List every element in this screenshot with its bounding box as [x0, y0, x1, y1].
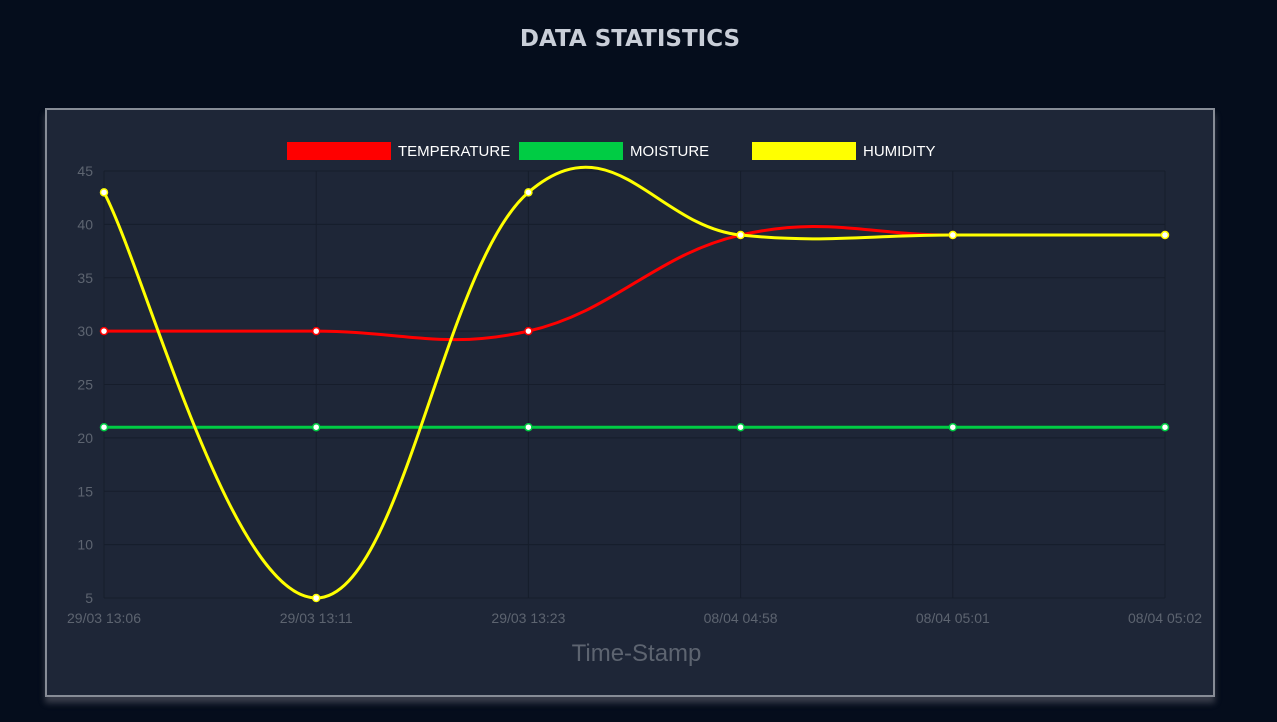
humidity-point[interactable] — [311, 593, 321, 603]
legend-swatch-temperature — [287, 142, 391, 160]
x-tick-label: 29/03 13:06 — [67, 610, 141, 626]
x-tick-label: 29/03 13:23 — [491, 610, 565, 626]
page-title: DATA STATISTICS — [519, 26, 741, 52]
y-tick-label: 30 — [77, 323, 93, 339]
y-tick-label: 25 — [77, 377, 93, 393]
legend-label-humidity: HUMIDITY — [863, 143, 936, 160]
legend-swatch-humidity — [752, 142, 856, 160]
humidity-point[interactable] — [948, 230, 958, 240]
legend-label-temperature: TEMPERATURE — [398, 143, 510, 160]
humidity-point[interactable] — [524, 188, 533, 197]
chart-series — [99, 165, 1170, 603]
moisture-point[interactable] — [736, 422, 745, 432]
chart-card: 5 10 15 20 25 30 35 40 45 29/03 13:06 29/03 13:11… — [45, 108, 1215, 697]
legend-label-moisture: MOISTURE — [630, 143, 709, 160]
x-tick-label: 08/04 05:01 — [916, 610, 990, 626]
legend-item-temperature[interactable]: TEMPERATURE — [287, 142, 510, 160]
humidity-point[interactable] — [736, 230, 745, 240]
y-tick-label: 40 — [77, 216, 93, 232]
x-axis-title: Time-Stamp — [572, 640, 702, 667]
x-tick-label: 08/04 05:02 — [1128, 610, 1202, 626]
x-tick-label: 08/04 04:58 — [704, 610, 778, 626]
legend-swatch-moisture — [519, 142, 623, 160]
line-chart: 5 10 15 20 25 30 35 40 45 29/03 13:06 29/03 13:11… — [67, 142, 1202, 667]
humidity-point[interactable] — [99, 188, 109, 197]
temperature-line — [104, 225, 1165, 342]
humidity-line — [102, 165, 1165, 600]
moisture-point[interactable] — [311, 422, 321, 432]
legend-item-moisture[interactable]: MOISTURE — [519, 142, 709, 160]
moisture-point[interactable] — [524, 422, 533, 432]
y-tick-label: 45 — [77, 163, 93, 179]
y-tick-label: 15 — [77, 483, 93, 499]
moisture-point[interactable] — [948, 422, 958, 432]
moisture-point[interactable] — [1160, 422, 1170, 432]
legend-item-humidity[interactable]: HUMIDITY — [752, 142, 936, 160]
y-tick-label: 10 — [77, 537, 93, 553]
temperature-point[interactable] — [99, 326, 109, 336]
humidity-point[interactable] — [1160, 230, 1170, 240]
x-axis-ticks: 29/03 13:06 29/03 13:11 29/03 13:23 08/04 0… — [67, 610, 1202, 626]
y-axis-ticks: 5 10 15 20 25 30 35 40 45 — [77, 163, 93, 606]
temperature-point[interactable] — [311, 326, 321, 336]
y-tick-label: 5 — [85, 590, 93, 606]
chart-legend[interactable]: TEMPERATURE MOISTURE HUMIDITY — [287, 142, 936, 160]
moisture-point[interactable] — [99, 422, 109, 432]
y-tick-label: 20 — [77, 430, 93, 446]
temperature-point[interactable] — [524, 326, 533, 336]
y-tick-label: 35 — [77, 270, 93, 286]
x-tick-label: 29/03 13:11 — [280, 610, 353, 626]
